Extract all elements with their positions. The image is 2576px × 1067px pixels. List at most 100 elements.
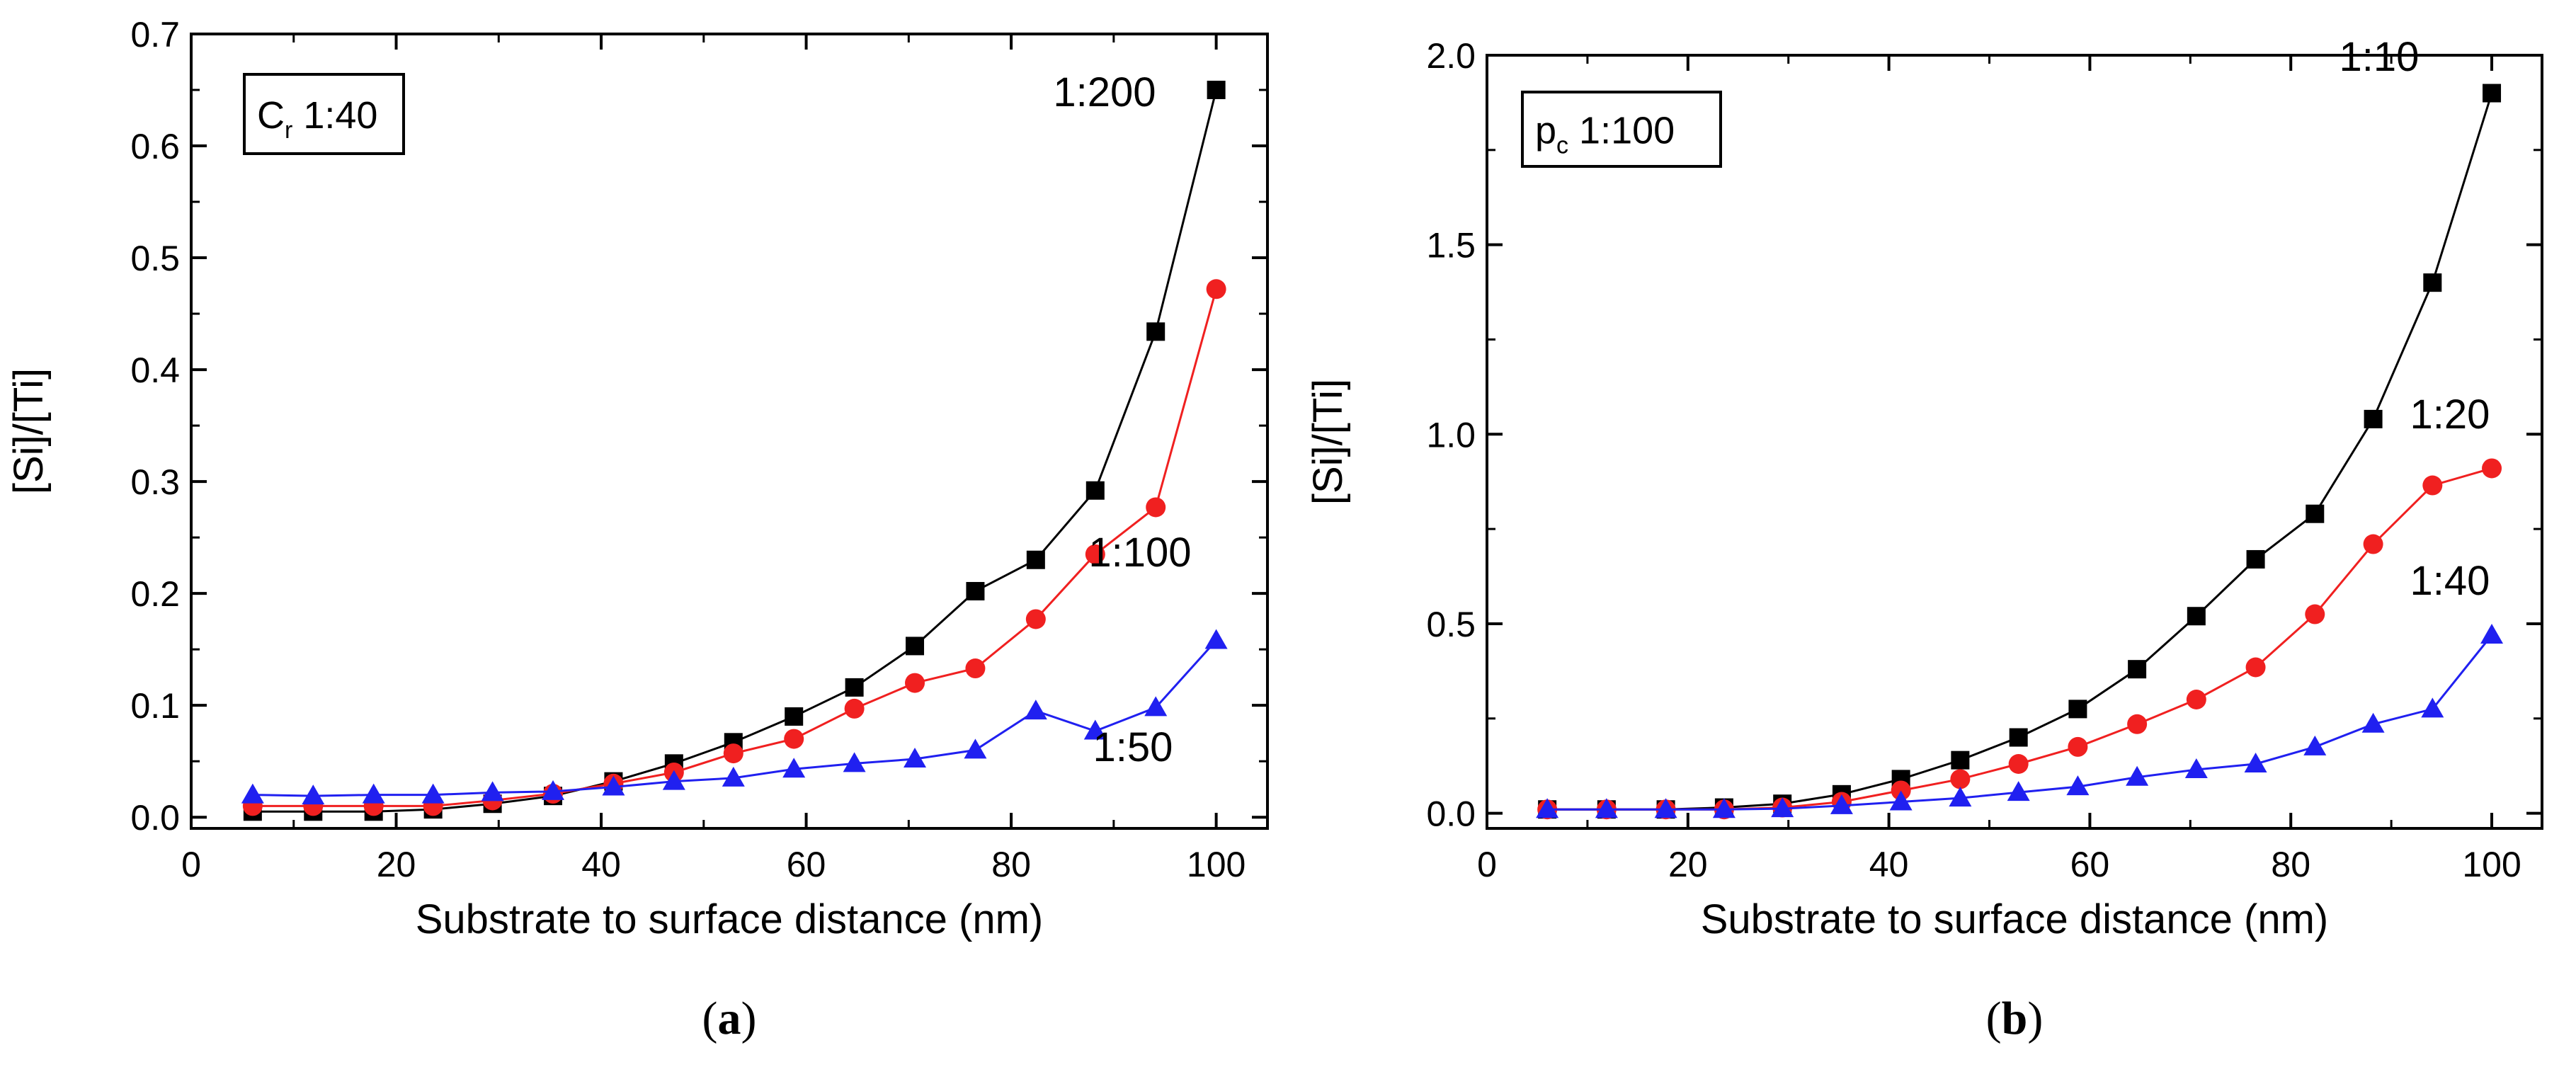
data-point-triangle [2007, 781, 2030, 801]
y-tick-label: 0.6 [130, 127, 180, 166]
data-point-circle [2127, 714, 2148, 734]
data-point-circle [2305, 604, 2325, 624]
data-point-triangle [542, 780, 565, 800]
series-annotation: 1:200 [1053, 69, 1156, 115]
x-tick-label: 40 [1869, 845, 1909, 884]
data-point-circle [2363, 534, 2383, 554]
data-point-circle [1025, 609, 1046, 629]
data-point-triangle [421, 783, 445, 804]
plot-frame [1486, 54, 2543, 830]
y-tick-label: 1.5 [1426, 226, 1476, 266]
data-point-circle [1085, 544, 1105, 564]
data-point-triangle [2480, 624, 2504, 644]
data-point-square [966, 581, 985, 600]
y-tick-label: 2.0 [1426, 36, 1476, 76]
data-point-triangle [362, 783, 385, 804]
data-point-square [1951, 751, 1970, 770]
x-tick-label: 60 [787, 845, 826, 884]
panel-caption: (a) [702, 993, 757, 1044]
data-point-triangle [1654, 798, 1677, 818]
x-tick-label: 80 [991, 845, 1031, 884]
x-tick-label: 20 [1668, 845, 1708, 884]
data-point-triangle [1595, 798, 1618, 818]
data-point-triangle [302, 784, 325, 805]
data-point-square [2068, 700, 2087, 719]
x-axis-title: Substrate to surface distance (nm) [416, 896, 1044, 942]
inset-label-rest: 1:40 [292, 94, 377, 137]
data-point-circle [844, 698, 865, 719]
data-point-triangle [1771, 797, 1794, 818]
data-point-square [2009, 728, 2028, 747]
data-point-triangle [1889, 790, 1913, 811]
data-point-square [2364, 409, 2383, 428]
x-tick-label: 100 [2462, 845, 2521, 884]
x-tick-label: 20 [377, 845, 416, 884]
data-point-circle [2008, 754, 2029, 774]
data-point-triangle [481, 781, 504, 801]
data-point-circle [2482, 458, 2502, 479]
data-point-square [1085, 481, 1105, 500]
inset-label-main: p [1535, 110, 1556, 152]
data-point-circle [2068, 736, 2088, 757]
data-point-triangle [1712, 798, 1736, 818]
x-tick-label: 0 [181, 845, 201, 884]
data-point-triangle [662, 770, 685, 790]
data-point-square [2423, 273, 2442, 292]
data-point-triangle [1949, 787, 1972, 807]
data-point-circle [965, 658, 986, 679]
data-point-square [785, 707, 804, 726]
data-point-triangle [904, 748, 927, 768]
data-point-triangle [1536, 798, 1559, 818]
y-tick-label: 0.1 [130, 686, 180, 726]
data-point-triangle [722, 766, 745, 787]
data-point-triangle [782, 758, 806, 778]
y-tick-label: 0.7 [130, 15, 180, 55]
data-point-circle [1950, 769, 1971, 789]
data-point-circle [2186, 690, 2206, 709]
data-point-triangle [2066, 775, 2090, 796]
data-point-square [2483, 84, 2502, 103]
data-point-square [845, 678, 864, 697]
data-point-triangle [2421, 697, 2444, 718]
inset-label-main: C [257, 94, 285, 137]
inset-label-subscript: c [1556, 132, 1568, 159]
chart-panel-a: 0 20 40 60 80 100 0.0 0.1 0.2 0.3 0.4 0.5 0.6 0.7 Subs… [6, 15, 1269, 1044]
y-axis-title: [Si]/[Ti] [6, 368, 52, 494]
series-annotation: 1:40 [2410, 558, 2490, 604]
data-point-circle [1891, 780, 1911, 801]
data-point-square [2187, 607, 2206, 626]
data-point-triangle [843, 752, 866, 772]
inset-label-subscript: r [285, 117, 292, 144]
x-tick-label: 80 [2271, 845, 2310, 884]
panel-caption: (b) [1986, 993, 2044, 1044]
y-tick-label: 0.2 [130, 574, 180, 614]
series-annotation: 1:100 [1088, 530, 1191, 576]
data-point-square [1146, 322, 1166, 341]
caption-open-paren: ( [1986, 993, 2002, 1044]
data-point-circle [2245, 657, 2266, 678]
inset-label-box [1521, 91, 1722, 168]
data-point-triangle [1083, 719, 1107, 740]
y-tick-label: 0.0 [130, 798, 180, 838]
data-point-square [2246, 549, 2265, 569]
data-point-square [906, 637, 925, 656]
data-point-triangle [2361, 712, 2385, 733]
x-tick-label: 100 [1187, 845, 1246, 884]
x-tick-label: 40 [581, 845, 621, 884]
y-tick-label: 0.0 [1426, 794, 1476, 834]
data-point-square [2306, 504, 2325, 523]
x-tick-label: 0 [1477, 845, 1497, 884]
data-point-square [2128, 660, 2147, 679]
data-point-triangle [2303, 735, 2327, 755]
data-point-triangle [2244, 753, 2267, 772]
inset-label: Cr 1:40 [257, 94, 377, 144]
data-point-square [1207, 81, 1226, 100]
y-tick-label: 0.3 [130, 462, 180, 502]
data-point-circle [723, 743, 743, 764]
data-point-circle [1146, 497, 1166, 518]
chart-panel-b: 0 20 40 60 80 100 0.0 0.5 1.0 1.5 2.0 Substrate to … [1305, 34, 2543, 1044]
plot-frame [190, 33, 1269, 830]
y-tick-label: 0.5 [130, 239, 180, 278]
